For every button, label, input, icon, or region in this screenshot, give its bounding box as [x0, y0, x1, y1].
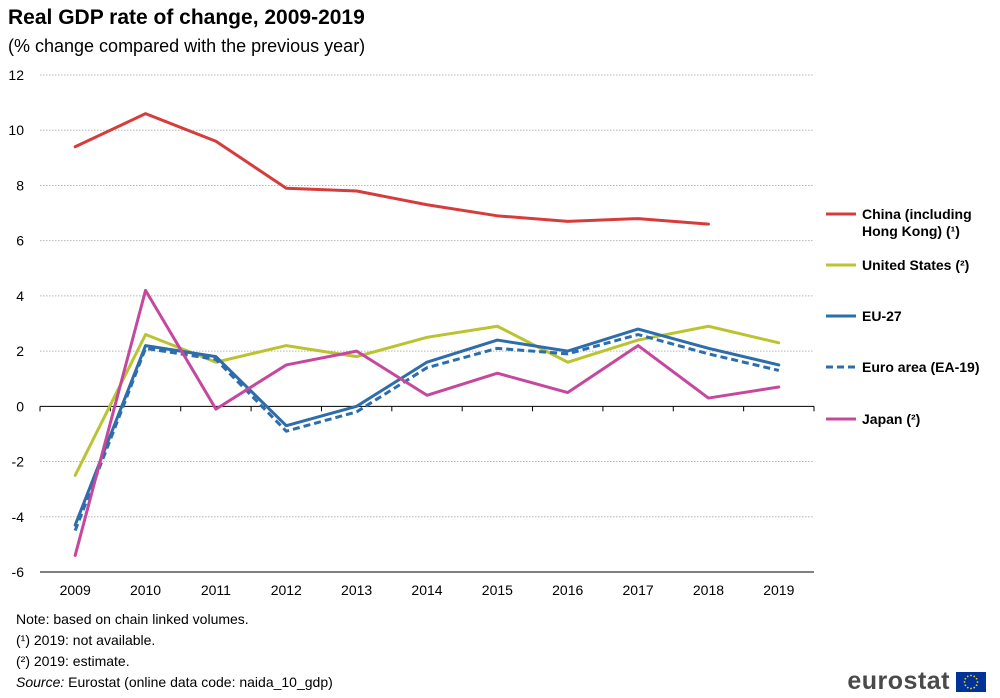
y-tick-label: 6 — [16, 233, 24, 249]
note-chain-linked: Note: based on chain linked volumes. — [16, 611, 249, 627]
y-tick-label: -2 — [12, 454, 25, 470]
legend-label: United States (²) — [862, 257, 969, 273]
source-label: Source: — [16, 674, 65, 690]
legend-label: EU-27 — [862, 308, 902, 324]
eu-flag-icon — [956, 671, 986, 692]
axes: -6 -4 -2 0 2 4 6 8 10 12 2009 2010 2011 2012 2013 2014 2… — [8, 67, 815, 598]
x-tick-label: 2018 — [693, 582, 724, 598]
line-chart: -6 -4 -2 0 2 4 6 8 10 12 2009 2010 2011 2012 2013 2014 2… — [8, 67, 979, 598]
legend-label-line: EU-27 — [862, 308, 902, 324]
flag-star — [976, 680, 979, 683]
flag-star — [975, 677, 978, 680]
legend: China (including Hong Kong) (¹) United Sta… — [826, 206, 979, 427]
chart-subtitle: (% change compared with the previous yea… — [8, 36, 366, 56]
flag-star — [970, 674, 972, 676]
series-line-euro-area-ea-19 — [73, 333, 780, 532]
flag-star — [966, 674, 969, 677]
series-lines — [73, 112, 781, 557]
eurostat-logo[interactable]: eurostat — [847, 667, 986, 696]
flag-star — [973, 686, 976, 689]
legend-label-line: Euro area (EA-19) — [862, 359, 979, 375]
source-text: Eurostat (online data code: naida_10_gdp… — [64, 674, 333, 690]
gridlines — [40, 74, 814, 573]
series-line-eu-27 — [73, 327, 781, 527]
footnote-2: (²) 2019: estimate. — [16, 653, 130, 669]
flag-star — [973, 674, 976, 677]
x-tick-label: 2014 — [411, 582, 442, 598]
y-tick-label: 8 — [16, 177, 24, 193]
footnote-1: (¹) 2019: not available. — [16, 632, 156, 648]
legend-label-line: China (including — [862, 206, 972, 222]
flag-star — [963, 680, 966, 683]
x-tick-label: 2017 — [623, 582, 654, 598]
x-tick-label: 2015 — [482, 582, 513, 598]
series-line-china-including-hong-kong — [73, 112, 710, 226]
logo-text: eurostat — [847, 667, 950, 695]
y-tick-label: 10 — [8, 122, 24, 138]
y-tick-label: 2 — [16, 343, 24, 359]
legend-label-line: Japan (²) — [862, 411, 920, 427]
legend-label: Japan (²) — [862, 411, 920, 427]
x-tick-label: 2013 — [341, 582, 372, 598]
flag-star — [964, 677, 967, 680]
chart-title: Real GDP rate of change, 2009-2019 — [8, 6, 365, 29]
x-tick-label: 2010 — [130, 582, 161, 598]
x-tick-label: 2012 — [271, 582, 302, 598]
flag-field — [956, 671, 986, 692]
flag-star — [966, 686, 969, 689]
x-tick-label: 2011 — [201, 582, 231, 598]
legend-label-line: Hong Kong) (¹) — [862, 223, 960, 239]
y-tick-label: 0 — [16, 398, 24, 414]
y-tick-label: 12 — [8, 67, 24, 83]
x-tick-label: 2016 — [552, 582, 583, 598]
legend-label-line: United States (²) — [862, 257, 969, 273]
y-tick-label: 4 — [16, 288, 24, 304]
flag-star — [970, 687, 972, 689]
y-tick-label: -4 — [12, 509, 25, 525]
y-tick-label: -6 — [12, 564, 25, 580]
legend-label: Euro area (EA-19) — [862, 359, 979, 375]
x-tick-label: 2019 — [763, 582, 794, 598]
x-tick-label: 2009 — [60, 582, 91, 598]
flag-star — [975, 683, 978, 686]
legend-label: China (including Hong Kong) (¹) — [862, 206, 972, 239]
source-note: Source: Eurostat (online data code: naid… — [16, 674, 333, 690]
series-line-japan — [73, 288, 781, 557]
flag-star — [964, 683, 967, 686]
